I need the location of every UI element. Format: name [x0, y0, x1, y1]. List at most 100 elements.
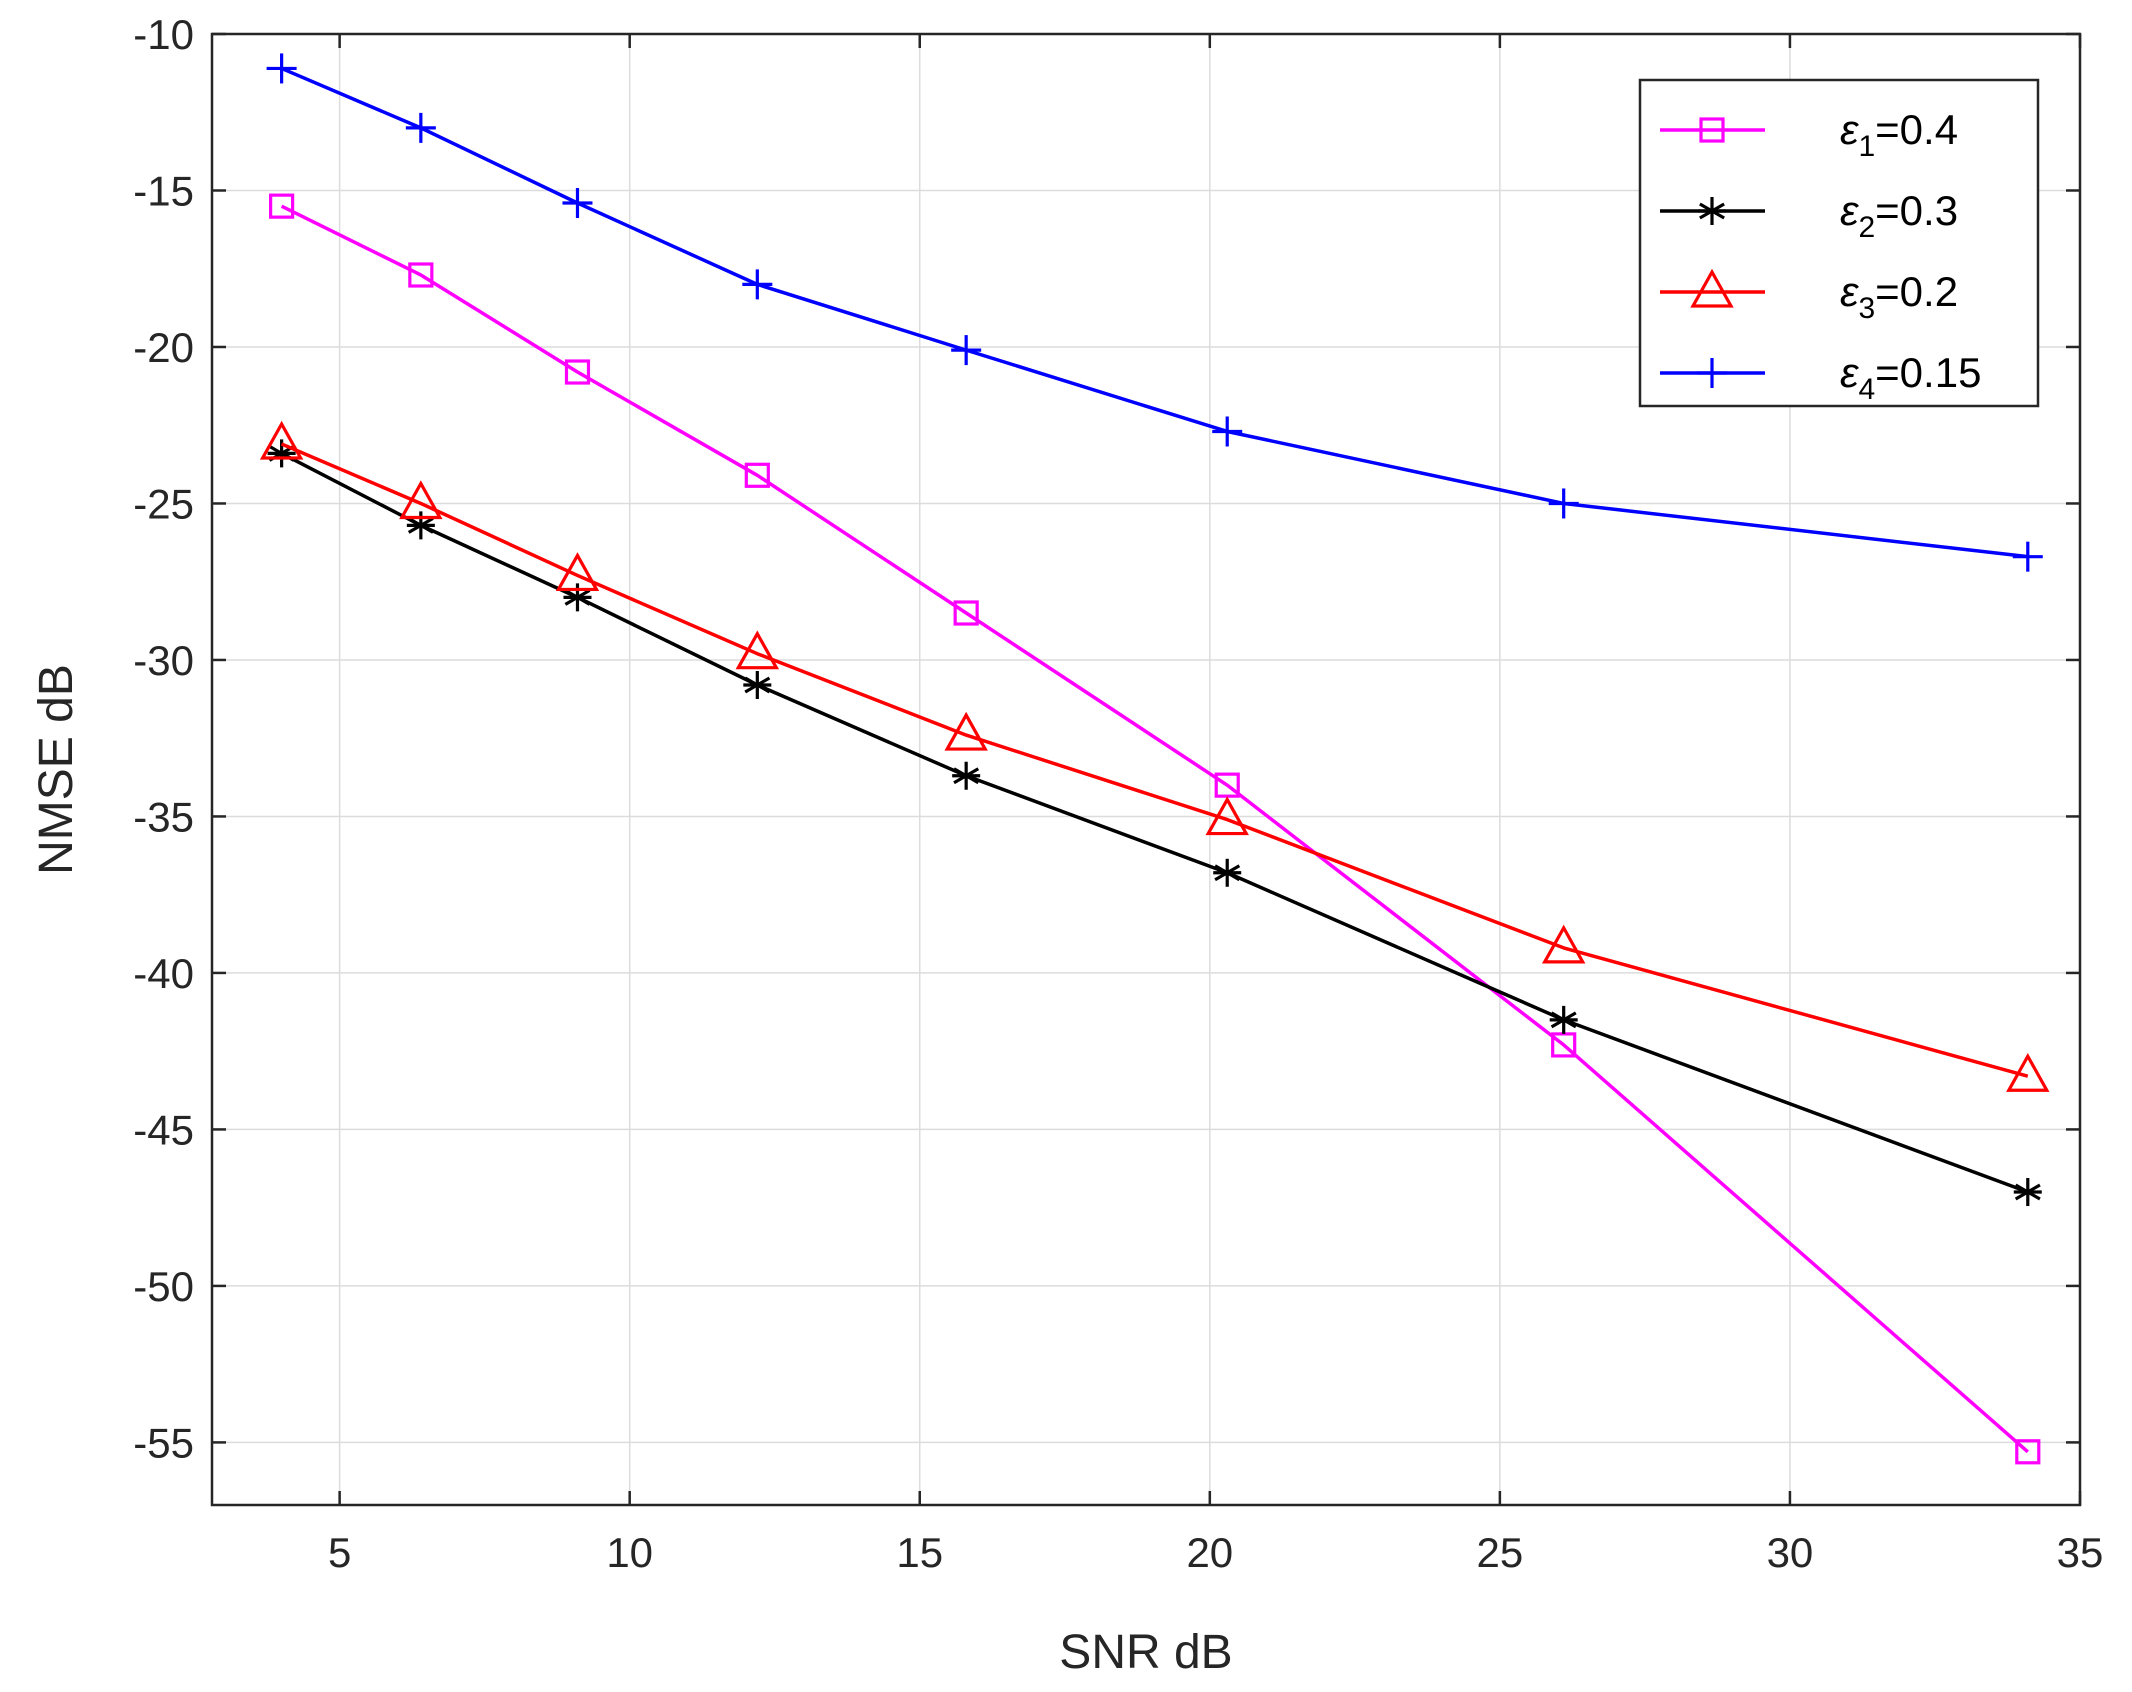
- y-tick-label: -30: [133, 637, 194, 684]
- legend-marker: [1699, 117, 1725, 143]
- data-point: [1548, 488, 1579, 519]
- data-point: [1551, 1032, 1577, 1058]
- y-axis-label: NMSE dB: [30, 664, 83, 875]
- legend-value: =0.15: [1875, 349, 1981, 396]
- legend-symbol: ε: [1840, 106, 1859, 153]
- data-point: [952, 761, 981, 790]
- y-tick-label: -45: [133, 1106, 194, 1153]
- legend-symbol: ε: [1840, 187, 1859, 234]
- marker-square-shape: [269, 193, 295, 219]
- data-point: [405, 112, 436, 143]
- legend-subscript: 4: [1858, 373, 1875, 406]
- marker-square-shape: [564, 359, 591, 385]
- data-point: [1213, 858, 1242, 887]
- legend-value: =0.4: [1875, 106, 1958, 153]
- x-axis-label: SNR dB: [1059, 1626, 1232, 1679]
- legend-label: ε1=0.4: [1840, 106, 1958, 163]
- marker-triangle-shape: [1205, 796, 1249, 836]
- marker-square-shape: [744, 462, 770, 488]
- data-point: [2012, 541, 2043, 572]
- data-point: [408, 262, 434, 288]
- x-tick-label: 15: [896, 1529, 943, 1576]
- data-point: [744, 462, 770, 488]
- data-point: [555, 552, 600, 592]
- data-point: [1212, 416, 1243, 447]
- data-point: [944, 711, 988, 751]
- data-point: [742, 269, 773, 300]
- legend-marker: [1690, 268, 1734, 308]
- series-line: [280, 66, 2028, 559]
- data-point: [399, 480, 443, 520]
- marker-square-shape: [408, 262, 434, 288]
- y-tick-label: -10: [133, 11, 194, 58]
- legend: ε1=0.4ε2=0.3ε3=0.2ε4=0.15: [1638, 78, 2040, 408]
- marker-triangle-shape: [259, 420, 304, 460]
- marker-triangle-shape: [1690, 268, 1734, 308]
- y-tick-label: -35: [133, 793, 194, 840]
- legend-subscript: 3: [1858, 292, 1875, 325]
- legend-value: =0.2: [1875, 268, 1958, 315]
- marker-square-shape: [1214, 772, 1240, 798]
- data-point: [953, 600, 979, 626]
- legend-marker: [1697, 358, 1727, 388]
- legend-subscript: 2: [1858, 211, 1875, 244]
- marker-square-shape: [953, 600, 979, 626]
- legend-item-1: ε1=0.4: [1660, 106, 1958, 163]
- series-1: [269, 193, 2041, 1465]
- legend-item-2: ε2=0.3: [1660, 187, 1958, 244]
- x-tick-label: 35: [2057, 1529, 2104, 1576]
- series-4: [266, 53, 2043, 572]
- x-tick-label: 5: [328, 1529, 351, 1576]
- data-point: [1541, 924, 1586, 964]
- marker-square-shape: [1699, 117, 1725, 143]
- data-point: [269, 193, 295, 219]
- data-point: [1549, 1005, 1578, 1034]
- data-point: [2006, 1052, 2050, 1092]
- ticks: 5 10 15 20 25 30 35 -10 -15 -20 -25 -30 -35 -40 -45 -50…: [133, 11, 2103, 1576]
- data-point: [564, 359, 591, 385]
- legend-label: ε3=0.2: [1840, 268, 1958, 325]
- legend-marker: [1698, 197, 1726, 225]
- y-tick-label: -15: [133, 167, 194, 214]
- series-line: [280, 451, 2029, 1194]
- data-point: [1205, 796, 1249, 836]
- data-point: [562, 188, 593, 219]
- legend-item-4: ε4=0.15: [1660, 349, 1981, 406]
- data-point: [259, 420, 304, 460]
- legend-value: =0.3: [1875, 187, 1958, 234]
- legend-item-3: ε3=0.2: [1660, 268, 1958, 325]
- legend-label: ε2=0.3: [1840, 187, 1958, 244]
- series-line: [280, 204, 2029, 1454]
- y-tick-label: -55: [133, 1419, 194, 1466]
- data-point: [743, 670, 772, 699]
- marker-triangle-shape: [2006, 1052, 2050, 1092]
- y-tick-label: -40: [133, 950, 194, 997]
- legend-box: [1638, 78, 2040, 408]
- legend-subscript: 1: [1858, 130, 1875, 163]
- marker-triangle-shape: [555, 552, 600, 592]
- series-3: [259, 420, 2050, 1092]
- x-tick-label: 10: [606, 1529, 653, 1576]
- x-tick-label: 25: [1477, 1529, 1524, 1576]
- data-point: [735, 630, 780, 670]
- marker-triangle-shape: [399, 480, 443, 520]
- marker-square-shape: [2015, 1439, 2041, 1465]
- y-tick-label: -50: [133, 1263, 194, 1310]
- data-point: [2013, 1178, 2042, 1207]
- marker-triangle-shape: [944, 711, 988, 751]
- data-point: [1214, 772, 1240, 798]
- x-tick-label: 30: [1767, 1529, 1814, 1576]
- series-line: [280, 442, 2029, 1078]
- marker-square-shape: [1551, 1032, 1577, 1058]
- x-tick-label: 20: [1186, 1529, 1233, 1576]
- data-point: [951, 335, 982, 366]
- series-2: [267, 439, 2042, 1207]
- y-tick-label: -20: [133, 324, 194, 371]
- axes-box: [210, 32, 2082, 1507]
- marker-triangle-shape: [735, 630, 780, 670]
- legend-symbol: ε: [1840, 268, 1859, 315]
- legend-symbol: ε: [1840, 349, 1859, 396]
- data-point: [2015, 1439, 2041, 1465]
- series-group: [259, 53, 2050, 1465]
